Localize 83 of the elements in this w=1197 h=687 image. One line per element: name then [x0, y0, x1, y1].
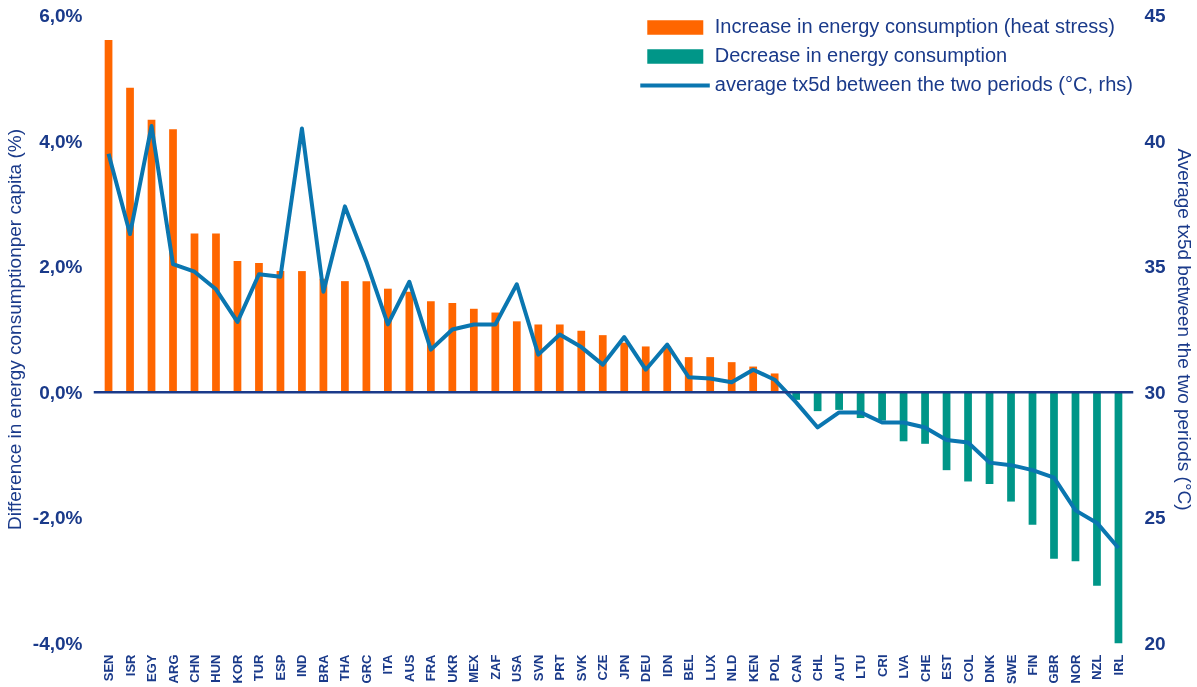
bar — [362, 281, 371, 393]
x-tick-label: BRA — [315, 653, 331, 683]
x-tick-label: SVN — [530, 654, 546, 682]
bar — [491, 312, 500, 393]
x-tick-label: LVA — [896, 653, 912, 679]
y2-tick-label: 20 — [1144, 633, 1166, 654]
x-tick-label: THA — [337, 653, 353, 682]
bar — [555, 324, 564, 393]
bar — [169, 129, 177, 393]
x-tick-label: JPN — [616, 654, 632, 680]
x-tick-label: COL — [960, 654, 976, 682]
x-tick-label: CHE — [917, 654, 933, 682]
bar — [469, 308, 478, 393]
x-tick-label: ISR — [122, 653, 138, 677]
legend-label: average tx5d between the two periods (°C, rhs) — [714, 73, 1133, 96]
x-tick-label: CAN — [788, 654, 804, 683]
x-tick-label: MEX — [466, 654, 482, 683]
x-tick-label: USA — [509, 653, 525, 682]
bar — [255, 262, 263, 393]
x-tick-label: SWE — [1003, 654, 1019, 685]
y2-tick-label: 35 — [1144, 256, 1167, 278]
x-tick-label: POL — [767, 654, 783, 682]
legend-label: Increase in energy consumption (heat stress) — [714, 15, 1115, 38]
bar — [1093, 392, 1101, 586]
x-tick-label: AUT — [831, 654, 847, 682]
x-tick-label: IND — [294, 654, 310, 677]
x-tick-label: ARG — [165, 654, 181, 684]
x-tick-label: DNK — [982, 653, 998, 683]
x-tick-label: HUN — [208, 654, 224, 683]
y-axis-title: Difference in energy consumptionper capita (%) — [3, 129, 25, 530]
x-tick-label: NOR — [1067, 653, 1083, 684]
x-tick-label: KOR — [229, 653, 245, 684]
y-tick-label: 2,0% — [39, 256, 83, 278]
bar — [341, 281, 349, 393]
x-tick-label: TUR — [251, 653, 267, 682]
x-tick-label: IRL — [1110, 654, 1126, 676]
bar — [448, 303, 457, 393]
line-series — [106, 124, 1121, 551]
y-tick-label: -2,0% — [32, 507, 83, 529]
x-tick-label: FRA — [423, 653, 439, 682]
x-tick-label: IDN — [659, 654, 675, 677]
bar — [298, 271, 306, 393]
x-tick-label: SVK — [573, 653, 589, 682]
x-tick-label: GBR — [1046, 653, 1062, 684]
bar — [212, 233, 220, 393]
x-tick-label: ZAF — [487, 654, 503, 680]
x-tick-label: CHL — [810, 654, 826, 682]
x-tick-label: ITA — [380, 653, 396, 675]
x-tick-label: CHN — [186, 654, 202, 683]
x-tick-label: DEU — [638, 654, 654, 682]
x-tick-label: EST — [939, 654, 955, 680]
legend-label: Decrease in energy consumption — [714, 44, 1008, 67]
bar — [126, 87, 134, 393]
y-tick-label: 4,0% — [39, 130, 83, 152]
x-tick-label: ESP — [272, 654, 288, 681]
bar — [964, 392, 972, 482]
x-tick-label: LUX — [702, 654, 718, 681]
x-tick-label: CRI — [874, 654, 890, 677]
bar — [512, 321, 521, 393]
x-tick-label: PRT — [552, 654, 568, 681]
y2-tick-label: 30 — [1144, 381, 1166, 403]
y-tick-label: 0,0% — [39, 381, 83, 403]
x-tick-label: NZL — [1089, 654, 1105, 680]
x-tick-label: GRC — [358, 653, 374, 684]
y2-axis-title: Average tx5d between the two periods (°C) — [1173, 148, 1195, 511]
y2-tick-label: 45 — [1144, 5, 1167, 26]
x-tick-label: SEN — [101, 654, 117, 682]
x-tick-label: LTU — [853, 654, 869, 679]
x-tick-label: KEN — [745, 654, 761, 682]
x-tick-label: CZE — [595, 654, 611, 681]
y2-tick-label: 25 — [1144, 507, 1167, 529]
x-tick-label: NLD — [724, 654, 740, 682]
y2-tick-label: 40 — [1144, 130, 1166, 152]
x-tick-label: EGY — [144, 654, 160, 682]
x-tick-label: FIN — [1025, 654, 1041, 676]
y-tick-label: 6,0% — [39, 5, 83, 26]
x-tick-label: AUS — [401, 654, 417, 682]
x-tick-label: UKR — [444, 653, 460, 683]
bar — [1050, 392, 1058, 559]
bar — [1007, 392, 1015, 502]
x-tick-label: BEL — [681, 654, 697, 681]
y-tick-label: -4,0% — [32, 633, 83, 654]
bar — [620, 342, 629, 393]
